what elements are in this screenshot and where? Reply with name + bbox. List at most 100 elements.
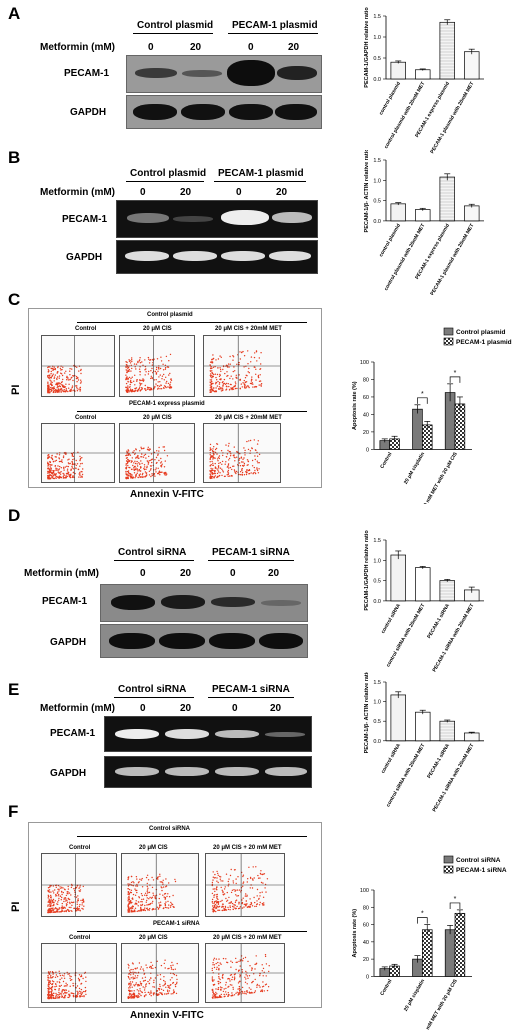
y-tick-label: 100 [360, 888, 369, 894]
y-tick-label: 0 [366, 447, 369, 453]
dose-label: 20 [180, 568, 192, 579]
dose-label: 20 [270, 703, 282, 714]
y-tick-label: 1.0 [373, 558, 381, 564]
header-line [228, 33, 318, 34]
panel-letter-d: D [8, 506, 21, 525]
y-axis-title: PECAM-1/β- ACTIN relative ratio [364, 672, 370, 753]
y-axis-label: PI [10, 384, 22, 395]
dose-label: 20 [180, 187, 192, 198]
y-tick-label: 0.5 [373, 199, 381, 205]
row-label: GAPDH [50, 637, 87, 648]
flow-panel-f: Control siRNA Control 20 μM CIS 20 μM CI… [28, 822, 322, 1008]
bar [412, 408, 423, 450]
header-line [114, 560, 194, 561]
y-tick-label: 40 [363, 412, 369, 418]
bar [454, 912, 466, 977]
y-axis-title: PECAM-1/GAPDH relative ratio [364, 530, 370, 611]
header-left-d: Control siRNA [118, 547, 187, 558]
category-label: control plasmid [378, 223, 402, 258]
treat-label-a: Metformin (mM) [40, 42, 115, 53]
y-axis-title: Apoptosis rate (%) [352, 381, 358, 430]
y-tick-label: 0.0 [373, 599, 381, 605]
scatter-plot [203, 423, 281, 483]
bar [415, 69, 431, 80]
category-label: PECAM-1 siRNA with 20mM MET [431, 743, 475, 812]
row-label: PECAM-1 [50, 728, 96, 739]
y-tick-label: 0.0 [373, 219, 381, 225]
scatter-plot [41, 943, 117, 1003]
group-top-label: Control plasmid [147, 312, 193, 318]
panel-letter-e: E [8, 680, 20, 699]
blot-pecam1-d [100, 584, 308, 622]
category-label: Control [379, 451, 393, 470]
header-left-e: Control siRNA [118, 684, 187, 695]
significance-star: * [454, 896, 457, 903]
y-tick-label: 80 [363, 905, 369, 911]
dose-label: 0 [140, 703, 146, 714]
group-bottom-label: PECAM-1 express plasmid [129, 401, 205, 407]
category-label: PECAM-1 plasmid with 20mM MET [429, 223, 475, 295]
row-label: PECAM-1 [64, 68, 110, 79]
bar [464, 51, 480, 80]
bar [444, 929, 456, 977]
y-tick-label: 60 [363, 395, 369, 401]
bar-chart-f: 0 20 40 60 80 100 Apoptosis rate (%) Control 20 … [352, 855, 507, 1030]
category-label: Control [379, 978, 393, 997]
scatter-plot [203, 335, 281, 397]
y-tick-label: 1.5 [373, 158, 381, 164]
group-top-label: Control siRNA [149, 826, 190, 832]
scatter-plot [205, 943, 285, 1003]
x-axis-label: Annexin V-FITC [130, 489, 204, 500]
significance-bracket [417, 917, 428, 924]
bar [421, 929, 433, 977]
y-tick-label: 1.0 [373, 700, 381, 706]
gel-gapdh-e [104, 756, 312, 788]
x-axis-label: Annexin V-FITC [130, 1010, 204, 1021]
blot-pecam1-a [126, 55, 322, 93]
gel-pecam1-e [104, 716, 312, 752]
flow-panel-c: Control plasmid Control 20 μM CIS 20 μM … [28, 308, 322, 488]
header-left-b: Control plasmid [130, 168, 207, 179]
plot-label: 20 μM CIS [143, 326, 172, 332]
significance-star: * [454, 370, 457, 377]
category-label: PECAM-1 siRNA [426, 742, 451, 779]
scatter-plot [121, 853, 199, 917]
row-label: GAPDH [50, 768, 87, 779]
legend-label: Control plasmid [456, 329, 506, 336]
y-tick-label: 0 [366, 974, 369, 980]
header-left-a: Control plasmid [137, 20, 214, 31]
y-tick-label: 20 [363, 430, 369, 436]
y-tick-label: 1.5 [373, 14, 381, 20]
category-label: 20 mM MET with 20 μM CIS [421, 451, 459, 504]
treat-label-d: Metformin (mM) [24, 568, 99, 579]
header-line [126, 181, 204, 182]
gel-gapdh-b [116, 240, 318, 274]
plot-label: 20 μM CIS + 20 mM MET [213, 935, 282, 941]
scatter-plot [119, 335, 195, 397]
bar [390, 61, 406, 80]
dose-label: 0 [236, 187, 242, 198]
plot-label: 20 μM CIS [139, 845, 168, 851]
category-label: PECAM-1 siRNA [426, 603, 451, 640]
y-tick-label: 100 [360, 360, 369, 366]
plot-label: Control [69, 935, 91, 941]
blot-gapdh-d [100, 624, 308, 658]
header-right-b: PECAM-1 plasmid [218, 168, 304, 179]
bar [439, 720, 455, 742]
y-tick-label: 0.0 [373, 739, 381, 745]
header-line [133, 33, 213, 34]
y-tick-label: 0.5 [373, 579, 381, 585]
plot-label: 20 μM CIS + 20mM MET [215, 326, 282, 332]
legend-label: PECAM-1 plasmid [456, 339, 512, 346]
category-label: 20 μM cisplatin [403, 451, 426, 485]
bar [464, 205, 480, 222]
significance-bracket [449, 376, 461, 383]
treat-label-e: Metformin (mM) [40, 703, 115, 714]
bar-chart-c: 0 20 40 60 80 100 Apoptosis rate (%) Control 20 … [352, 327, 512, 504]
plot-label: Control [75, 326, 97, 332]
y-tick-label: 0.5 [373, 719, 381, 725]
